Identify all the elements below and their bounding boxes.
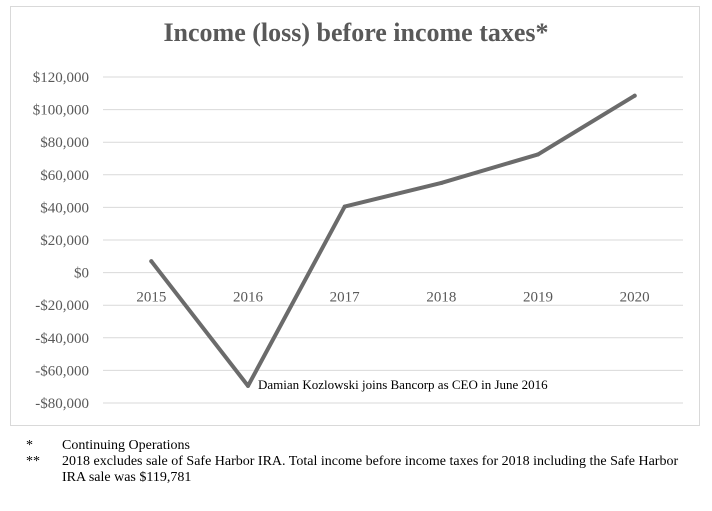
data-point <box>632 93 637 98</box>
x-tick-label: 2016 <box>233 290 264 306</box>
footnotes: * Continuing Operations ** 2018 excludes… <box>26 438 696 486</box>
x-tick-label: 2017 <box>330 290 361 306</box>
footnote-1-mark: * <box>26 438 33 453</box>
y-tick-label: $20,000 <box>40 233 89 249</box>
data-point <box>342 204 347 209</box>
data-point <box>246 383 250 388</box>
y-tick-label: -$40,000 <box>35 331 89 347</box>
y-tick-label: -$80,000 <box>35 396 89 412</box>
y-tick-label: $0 <box>74 266 89 282</box>
y-tick-label: $100,000 <box>33 103 89 119</box>
footnote-2-mark: ** <box>26 454 40 469</box>
data-point <box>439 180 444 185</box>
footnote-1-text: Continuing Operations <box>62 438 190 453</box>
footnote-2: ** 2018 excludes sale of Safe Harbor IRA… <box>26 454 696 486</box>
x-tick-label: 2018 <box>426 290 456 306</box>
data-point <box>536 152 540 157</box>
footnote-1: * Continuing Operations <box>26 438 696 454</box>
y-tick-label: $120,000 <box>33 70 89 86</box>
series-line <box>149 93 637 388</box>
y-tick-label: $60,000 <box>40 168 89 184</box>
footnote-2-text: 2018 excludes sale of Safe Harbor IRA. T… <box>62 454 679 485</box>
x-tick-label: 2015 <box>136 290 166 306</box>
line-chart: $120,000 $100,000 $80,000 $60,000 $40,000 $20… <box>33 70 683 412</box>
y-tick-label: -$20,000 <box>35 298 89 314</box>
chart-frame <box>10 6 700 426</box>
chart-title: Income (loss) before income taxes* <box>163 18 549 47</box>
y-tick-label: -$60,000 <box>35 363 89 379</box>
y-tick-label: $40,000 <box>40 200 89 216</box>
x-tick-label: 2020 <box>620 290 650 306</box>
y-tick-label: $80,000 <box>40 135 89 151</box>
annotation-label: Damian Kozlowski joins Bancorp as CEO in… <box>258 377 548 392</box>
data-point <box>149 259 154 264</box>
x-tick-label: 2019 <box>523 290 553 306</box>
